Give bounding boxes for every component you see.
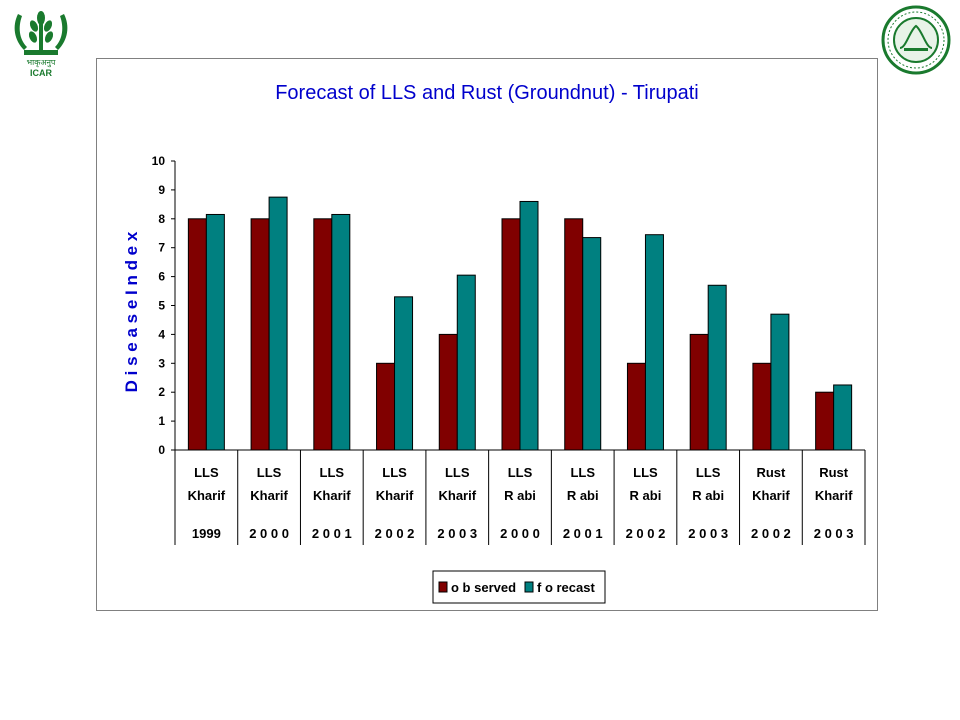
y-tick-label: 3 (158, 356, 165, 370)
y-tick-label: 9 (158, 183, 165, 197)
chart-bars (187, 196, 853, 451)
bar-forecast (205, 213, 225, 451)
bar-forecast (331, 213, 351, 451)
y-tick-label: 4 (158, 327, 165, 341)
chart-frame: Forecast of LLS and Rust (Groundnut) - T… (96, 58, 878, 611)
x-category-disease: LLS (633, 465, 658, 480)
legend-swatch-forecast (524, 581, 534, 593)
bar-observed (438, 333, 458, 451)
chart-legend: o b served f o recast (432, 570, 606, 604)
x-category-season: Kharif (752, 488, 790, 503)
y-tick-label: 2 (158, 385, 165, 399)
x-category-year: 2 0 0 2 (626, 526, 666, 541)
bar-observed (689, 333, 709, 451)
legend-swatch-observed (438, 581, 448, 593)
x-category-disease: LLS (508, 465, 533, 480)
x-category-year: 2 0 0 0 (249, 526, 289, 541)
x-category-disease: LLS (320, 465, 345, 480)
bar-observed (313, 218, 333, 451)
y-tick-label: 1 (158, 414, 165, 428)
bar-observed (376, 362, 396, 451)
bar-observed (187, 218, 207, 451)
x-category-year: 2 0 0 3 (437, 526, 477, 541)
x-category-year: 2 0 0 2 (751, 526, 791, 541)
institute-seal-logo (880, 4, 952, 76)
x-category-season: R abi (504, 488, 536, 503)
x-category-year: 2 0 0 1 (312, 526, 352, 541)
icar-logo-hindi: भाकृअनुप (27, 58, 56, 68)
bar-observed (752, 362, 772, 451)
y-tick-label: 8 (158, 212, 165, 226)
legend-box (432, 570, 606, 604)
x-category-disease: LLS (445, 465, 470, 480)
x-category-year: 2 0 0 2 (375, 526, 415, 541)
x-category-year: 2 0 0 0 (500, 526, 540, 541)
x-category-disease: Rust (756, 465, 786, 480)
bar-forecast (707, 284, 727, 451)
icar-logo: भाकृअनुप ICAR (8, 6, 74, 78)
bar-observed (564, 218, 584, 451)
x-category-season: R abi (692, 488, 724, 503)
x-category-season: Kharif (438, 488, 476, 503)
x-category-season: Kharif (313, 488, 351, 503)
x-category-season: R abi (567, 488, 599, 503)
bar-observed (626, 362, 646, 451)
bar-forecast (394, 296, 414, 451)
x-category-disease: Rust (819, 465, 849, 480)
legend-label-observed: o b served (451, 580, 516, 595)
x-category-season: Kharif (376, 488, 414, 503)
x-category-season: Kharif (250, 488, 288, 503)
legend-label-forecast: f o recast (537, 580, 595, 595)
x-category-year: 2 0 0 1 (563, 526, 603, 541)
y-tick-label: 7 (158, 241, 165, 255)
x-category-season: Kharif (815, 488, 853, 503)
bar-observed (250, 218, 270, 451)
x-category-disease: LLS (570, 465, 595, 480)
bar-forecast (770, 313, 790, 451)
bar-forecast (644, 234, 664, 451)
x-category-season: R abi (630, 488, 662, 503)
bar-observed (815, 391, 835, 451)
x-category-disease: LLS (382, 465, 407, 480)
x-category-disease: LLS (257, 465, 282, 480)
x-category-season: Kharif (188, 488, 226, 503)
x-axis-category-table: LLS Kharif 1999 LLS Kharif 2 0 0 0 LLS Kharif 2 … (174, 450, 866, 545)
bar-forecast (519, 200, 539, 451)
chart-title: Forecast of LLS and Rust (Groundnut) - T… (275, 82, 699, 104)
x-category-disease: LLS (194, 465, 219, 480)
bar-observed (501, 218, 521, 451)
x-category-year: 1999 (192, 526, 221, 541)
y-tick-label: 0 (158, 443, 165, 457)
bar-forecast (833, 384, 853, 451)
x-category-year: 2 0 0 3 (814, 526, 854, 541)
y-tick-label: 5 (158, 299, 165, 313)
y-axis-ticks: 0 1 2 3 4 5 6 7 8 9 10 (152, 154, 175, 457)
bar-chart: Forecast of LLS and Rust (Groundnut) - T… (122, 82, 866, 604)
x-category-year: 2 0 0 3 (688, 526, 728, 541)
bar-forecast (268, 196, 288, 451)
bar-forecast (456, 274, 476, 451)
y-axis-label: D i s e a s e I n d e x (122, 231, 141, 392)
bar-forecast (582, 237, 602, 451)
y-tick-label: 10 (152, 154, 166, 168)
icar-logo-caption: ICAR (30, 68, 52, 78)
y-tick-label: 6 (158, 270, 165, 284)
x-category-disease: LLS (696, 465, 721, 480)
